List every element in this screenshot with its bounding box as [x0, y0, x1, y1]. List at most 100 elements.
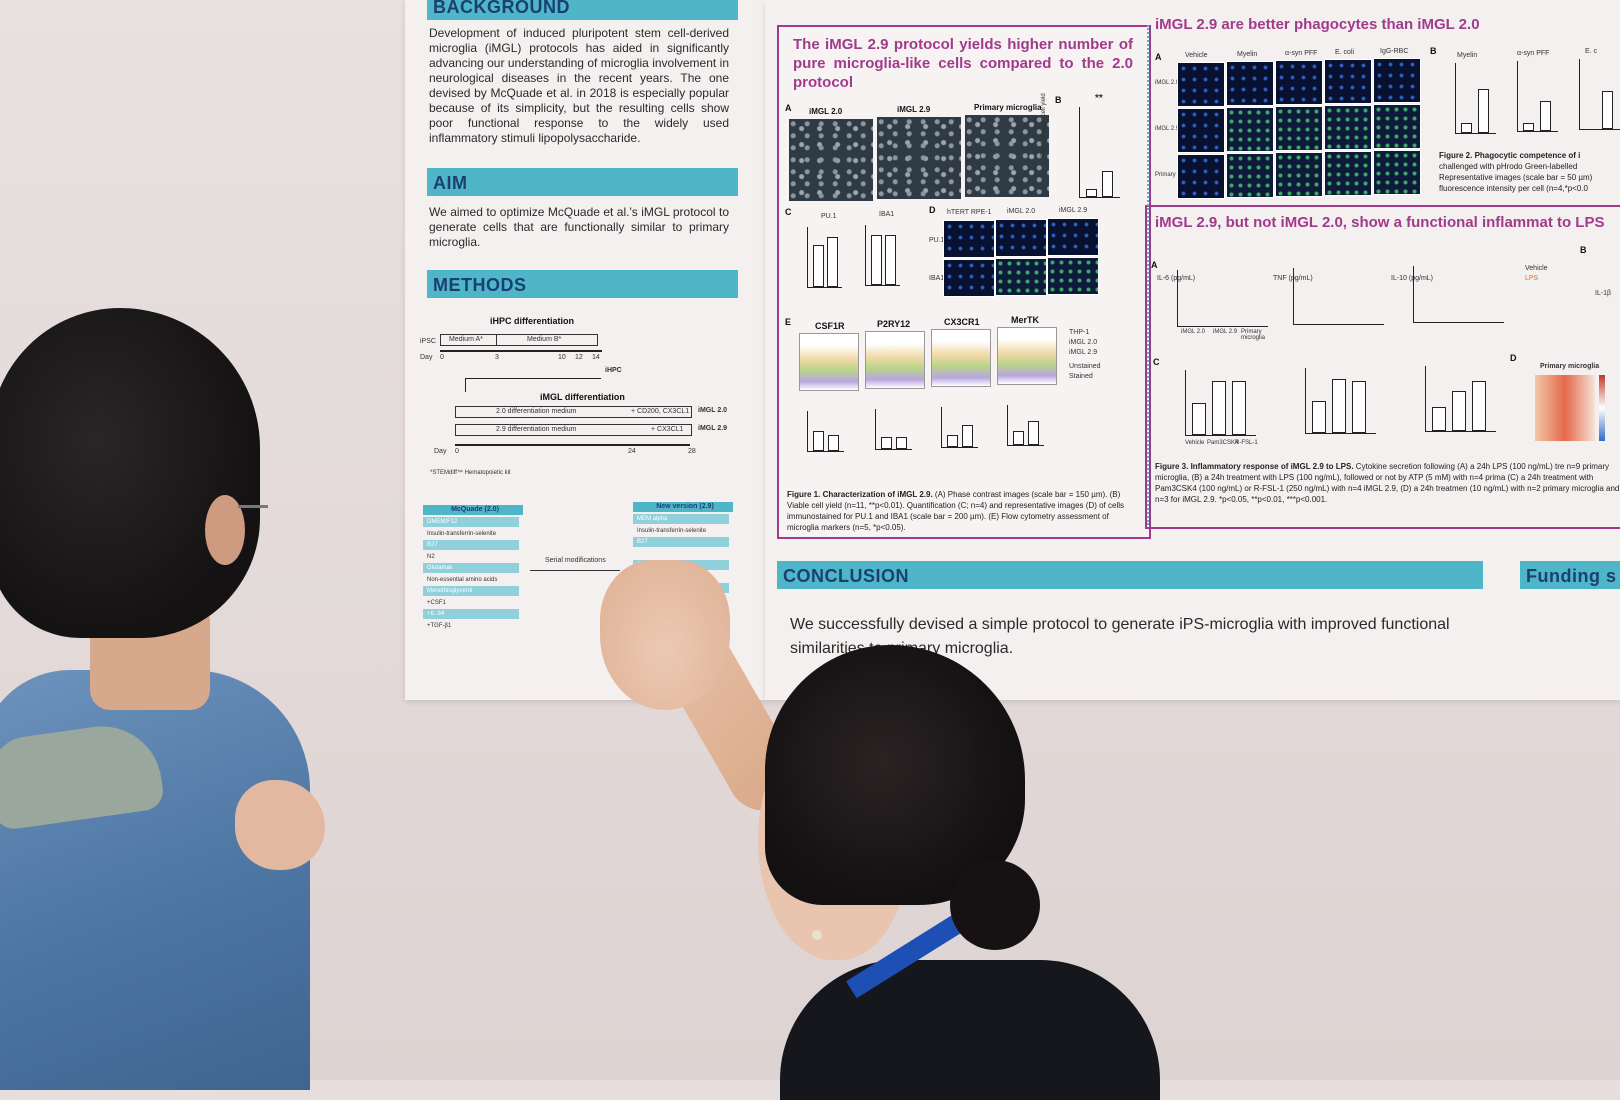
- fig3-d-title: Primary microglia: [1540, 363, 1600, 370]
- fig1-legend-5: Stained: [1069, 373, 1093, 380]
- fig3-a-axis-2: [1293, 268, 1384, 325]
- phagocytosis-image: [1324, 105, 1372, 150]
- new-version-row: Insulin-transferrin-selenite: [637, 527, 707, 534]
- fig3-ylabel-1: IL-6 (pg/mL): [1157, 275, 1196, 282]
- mcquade-table-head: McQuade (2.0): [423, 505, 523, 515]
- fig2-col-1: Vehicle: [1185, 52, 1208, 59]
- new-version-row: B27: [633, 537, 729, 547]
- fig1-b-sig: **: [1095, 93, 1103, 104]
- figure-3-panel: iMGL 2.9, but not iMGL 2.0, show a funct…: [1151, 205, 1620, 525]
- figure-2-caption-text: challenged with pHrodo Green-labelled Re…: [1439, 162, 1593, 193]
- fig2-b-bar: [1540, 101, 1551, 131]
- fig1-legend-3: iMGL 2.9: [1069, 349, 1098, 356]
- fig1-e-mfi-axis-3: [941, 407, 978, 448]
- fig1-d-col-2: iMGL 2.0: [1007, 208, 1036, 215]
- fig1-d-col-1: hTERT RPE-1: [947, 209, 992, 216]
- fig2-col-3: α-syn PFF: [1285, 50, 1318, 57]
- mcquade-row: B27: [423, 540, 519, 550]
- flow-histogram-1: [799, 333, 859, 391]
- fig3-c-bar: [1452, 391, 1466, 431]
- fig1-e-bar: [828, 435, 839, 451]
- fig2-col-4: E. coli: [1335, 49, 1355, 56]
- add-20: + CD200, CX3CL1: [631, 408, 690, 415]
- phagocytosis-image: [1226, 107, 1274, 152]
- figure-1-caption: Figure 1. Characterization of iMGL 2.9. …: [787, 489, 1137, 533]
- figure-2-caption-bold: Figure 2. Phagocytic competence of i: [1439, 151, 1581, 160]
- figure-1-caption-text: (A) Phase contrast images (scale bar = 1…: [787, 490, 1124, 532]
- fig3-legend-lps: LPS: [1525, 275, 1539, 282]
- fig3-a-axis-1: [1177, 270, 1268, 327]
- fig3-group-2: iMGL 2.9: [1213, 329, 1238, 335]
- fig2-panel-a: A: [1155, 52, 1162, 62]
- fig3-panel-b: B: [1580, 245, 1587, 255]
- fig2-row-2: iMGL 2.9: [1155, 126, 1180, 132]
- fig1-e-marker-2: P2RY12: [877, 319, 911, 329]
- heatmap: [1535, 375, 1595, 441]
- fig1-e-marker-4: MerTK: [1011, 315, 1040, 325]
- day-0-bottom: 0: [455, 448, 459, 455]
- fig2-b-label-2: α-syn PFF: [1517, 50, 1550, 57]
- conclusion-heading: CONCLUSION: [777, 561, 1483, 589]
- fig1-d-image: [995, 219, 1047, 257]
- phagocytosis-image: [1226, 153, 1274, 198]
- figure-3-caption-text: Cytokine secretion following (A) a 24h L…: [1155, 462, 1620, 504]
- fig3-c-axis-1: [1185, 370, 1256, 436]
- fig1-img-label-3: Primary microglia: [974, 103, 1042, 112]
- mcquade-row: +CSF1: [427, 599, 446, 606]
- medium-29: 2.9 differentiation medium: [496, 426, 577, 433]
- mcquade-row: Monothioglycerol: [423, 586, 519, 596]
- ihpc-label: iHPC: [605, 367, 622, 374]
- fig2-b-axis-3: [1579, 59, 1620, 130]
- medium-20: 2.0 differentiation medium: [496, 408, 577, 415]
- mcquade-table: McQuade (2.0) DMEM/F12 Insulin-transferri…: [423, 505, 523, 635]
- mcquade-row: Non-essential amino acids: [427, 576, 498, 583]
- mcquade-row: N2: [427, 553, 435, 560]
- fig1-e-mfi-axis-2: [875, 409, 912, 450]
- phase-contrast-image-2: [877, 117, 961, 199]
- fig1-d-row-1: PU.1: [929, 237, 945, 244]
- fig3-c-axis-2: [1305, 368, 1376, 434]
- fig1-d-image: [1047, 218, 1099, 256]
- fig3-c-bar: [1232, 381, 1246, 435]
- fig3-a-axis-3: [1413, 266, 1504, 323]
- fig3-c-group-2: Pam3CSK4: [1207, 440, 1239, 446]
- fig3-c-bar: [1312, 401, 1326, 433]
- phagocytosis-image: [1177, 154, 1225, 199]
- aim-text: We aimed to optimize McQuade et al.'s iM…: [429, 205, 729, 249]
- day-3-top: 3: [495, 354, 499, 361]
- fig1-d-row-2: IBA1: [929, 275, 945, 282]
- flow-histogram-2: [865, 331, 925, 389]
- figure-2-caption: Figure 2. Phagocytic competence of i cha…: [1439, 150, 1619, 194]
- fig1-c-label-1: PU.1: [821, 213, 837, 220]
- fig3-panel-c: C: [1153, 357, 1160, 367]
- fig1-d-image: [943, 220, 995, 258]
- fig2-b-bar: [1478, 89, 1489, 133]
- background-text: Development of induced pluripotent stem …: [429, 26, 729, 145]
- day-12-top: 12: [575, 354, 583, 361]
- fig2-b-label-1: Myelin: [1457, 52, 1478, 59]
- funding-heading: Funding s: [1520, 561, 1620, 589]
- figure-1-panel: The iMGL 2.9 protocol yields higher numb…: [777, 25, 1151, 539]
- figure-3-title: iMGL 2.9, but not iMGL 2.0, show a funct…: [1155, 214, 1605, 231]
- fig2-b-bar: [1602, 91, 1613, 129]
- fig1-d-image: [995, 258, 1047, 296]
- phagocytosis-image: [1373, 150, 1421, 195]
- figure-2-title: iMGL 2.9 are better phagocytes than iMGL…: [1155, 16, 1480, 33]
- fig2-b-label-3: E. c: [1585, 48, 1598, 55]
- serial-modifications: Serial modifications: [545, 557, 606, 564]
- woman-ponytail: [950, 860, 1040, 950]
- fig1-panel-e: E: [785, 317, 792, 327]
- fig3-legend-vehicle: Vehicle: [1525, 265, 1548, 272]
- background-heading: BACKGROUND: [427, 0, 738, 20]
- earring-icon: [812, 930, 822, 940]
- fig1-panel-d: D: [929, 205, 936, 215]
- phagocytosis-image: [1275, 60, 1323, 105]
- fig1-e-marker-3: CX3CR1: [944, 317, 980, 327]
- fig1-c-bar: [871, 235, 882, 285]
- day-label-bottom: Day: [434, 448, 447, 455]
- fig3-ylabel-3: IL-10 (pg/mL): [1391, 275, 1434, 282]
- fig1-e-mfi-axis-4: [1007, 405, 1044, 446]
- add-29: + CX3CL1: [651, 426, 684, 433]
- medium-a: Medium A*: [449, 336, 483, 343]
- flow-histogram-3: [931, 329, 991, 387]
